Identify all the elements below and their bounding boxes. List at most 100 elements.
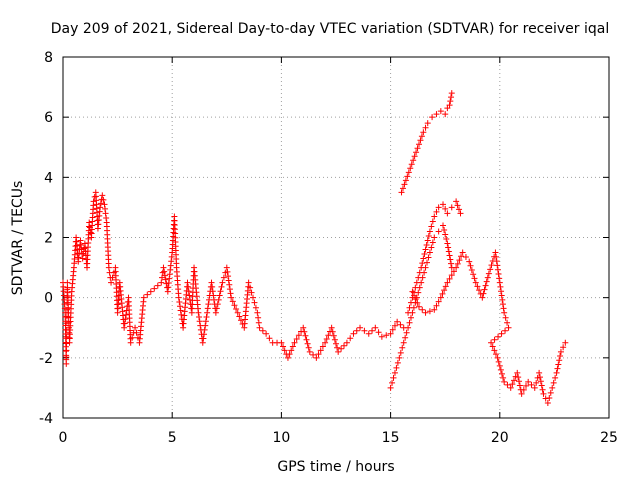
main-trace-fill-point — [333, 340, 339, 347]
main-trace-point — [79, 255, 86, 262]
upper-streak-fill-point — [448, 94, 455, 101]
data-points — [60, 90, 569, 406]
main-trace-fill-point — [201, 326, 208, 333]
lower-branch-point — [444, 279, 451, 286]
upper-streak-fill-point — [447, 98, 454, 105]
lower-branch-fill-point — [509, 381, 516, 388]
main-trace-fill-point — [205, 301, 212, 308]
main-trace-fill-point — [251, 299, 258, 306]
lower-branch-fill-point — [474, 283, 481, 290]
main-trace-fill-point — [375, 329, 382, 336]
main-trace-point — [184, 279, 191, 286]
rising-branch-a-point — [431, 234, 438, 241]
upper-streak-point — [446, 102, 453, 109]
rising-branch-a-point — [444, 240, 451, 247]
upper-streak-fill-point — [418, 133, 425, 140]
x-tick-label: 10 — [272, 430, 290, 446]
rising-branch-a-point — [387, 384, 394, 391]
lower-branch-fill-point — [500, 305, 507, 312]
main-trace-fill-point — [161, 272, 168, 279]
lower-branch-fill-point — [516, 378, 523, 385]
lower-branch-fill-point — [497, 283, 504, 290]
lower-branch-point — [549, 384, 556, 391]
main-trace-fill-point — [259, 327, 266, 334]
upper-streak-point — [444, 105, 451, 112]
lower-branch-point — [562, 339, 569, 346]
main-trace-point — [256, 324, 263, 331]
main-trace-fill-point — [133, 329, 140, 336]
main-trace-point — [158, 279, 165, 286]
upper-streak-point — [442, 111, 449, 118]
rising-branch-b-point — [440, 201, 447, 208]
lower-branch-fill-point — [488, 262, 495, 269]
rising-branch-a-point — [440, 222, 447, 229]
y-tick-label: 8 — [44, 50, 53, 66]
lower-branch-point — [492, 249, 499, 256]
rising-branch-b-fill-point — [421, 251, 428, 258]
main-trace-fill-point — [102, 205, 109, 212]
main-trace-point — [127, 339, 134, 346]
main-trace-fill-point — [341, 342, 348, 349]
main-trace-fill-point — [204, 305, 211, 312]
lower-branch-fill-point — [482, 282, 489, 289]
main-trace-fill-point — [266, 335, 273, 342]
y-tick-label: 0 — [44, 291, 53, 307]
main-trace-fill-point — [100, 196, 107, 203]
lower-branch-fill-point — [498, 330, 505, 337]
main-trace-point — [108, 279, 115, 286]
main-trace-fill-point — [303, 336, 310, 343]
lower-branch-point — [507, 384, 514, 391]
main-trace-point — [195, 309, 202, 316]
main-trace-fill-point — [159, 269, 166, 276]
main-trace-fill-point — [218, 283, 225, 290]
rising-branch-a-fill-point — [443, 236, 450, 243]
main-trace-fill-point — [302, 332, 309, 339]
main-trace-point — [101, 201, 108, 208]
main-trace-fill-point — [196, 318, 203, 325]
lower-branch-fill-point — [476, 287, 483, 294]
rising-branch-b-fill-point — [456, 206, 463, 213]
lower-branch-fill-point — [504, 319, 511, 326]
upper-streak-fill-point — [405, 169, 412, 176]
lower-branch-fill-point — [537, 378, 544, 385]
axis-ticks: 0 5 10 15 20 25 -4 -2 0 2 4 6 8 — [39, 50, 618, 446]
main-trace-fill-point — [177, 307, 184, 314]
main-trace-point — [254, 309, 261, 316]
rising-branch-a-fill-point — [393, 364, 400, 371]
lower-branch-fill-point — [552, 374, 559, 381]
main-trace-point — [250, 294, 257, 301]
rising-branch-b-fill-point — [425, 232, 432, 239]
main-trace-fill-point — [229, 298, 236, 305]
lower-branch-fill-point — [433, 302, 440, 309]
main-trace-point — [121, 324, 128, 331]
main-trace-fill-point — [144, 291, 151, 298]
rising-branch-a-fill-point — [429, 239, 436, 246]
main-trace-fill-point — [176, 298, 183, 305]
lower-branch-point — [422, 309, 429, 316]
rising-branch-b-point — [405, 309, 412, 316]
rising-branch-a-point — [396, 354, 403, 361]
main-trace-point — [199, 339, 206, 346]
lower-branch-fill-point — [456, 257, 463, 264]
lower-branch-fill-point — [471, 275, 478, 282]
main-trace-fill-point — [248, 289, 255, 296]
main-trace-point — [97, 204, 104, 211]
main-trace-fill-point — [65, 304, 72, 311]
main-trace-point — [228, 294, 235, 301]
rising-branch-a-fill-point — [403, 329, 410, 336]
main-trace-fill-point — [281, 347, 288, 354]
main-trace-fill-point — [226, 286, 233, 293]
main-trace-fill-point — [216, 292, 223, 299]
main-trace-point — [263, 330, 270, 337]
lower-branch-fill-point — [435, 298, 442, 305]
main-trace-point — [284, 354, 291, 361]
main-trace-point — [306, 348, 313, 355]
main-trace-fill-point — [196, 314, 203, 321]
main-trace-point — [132, 324, 139, 331]
lower-branch-point — [496, 279, 503, 286]
rising-branch-a-fill-point — [402, 334, 409, 341]
lower-branch-fill-point — [495, 358, 502, 365]
x-tick-label: 5 — [168, 430, 177, 446]
main-trace-fill-point — [202, 318, 209, 325]
